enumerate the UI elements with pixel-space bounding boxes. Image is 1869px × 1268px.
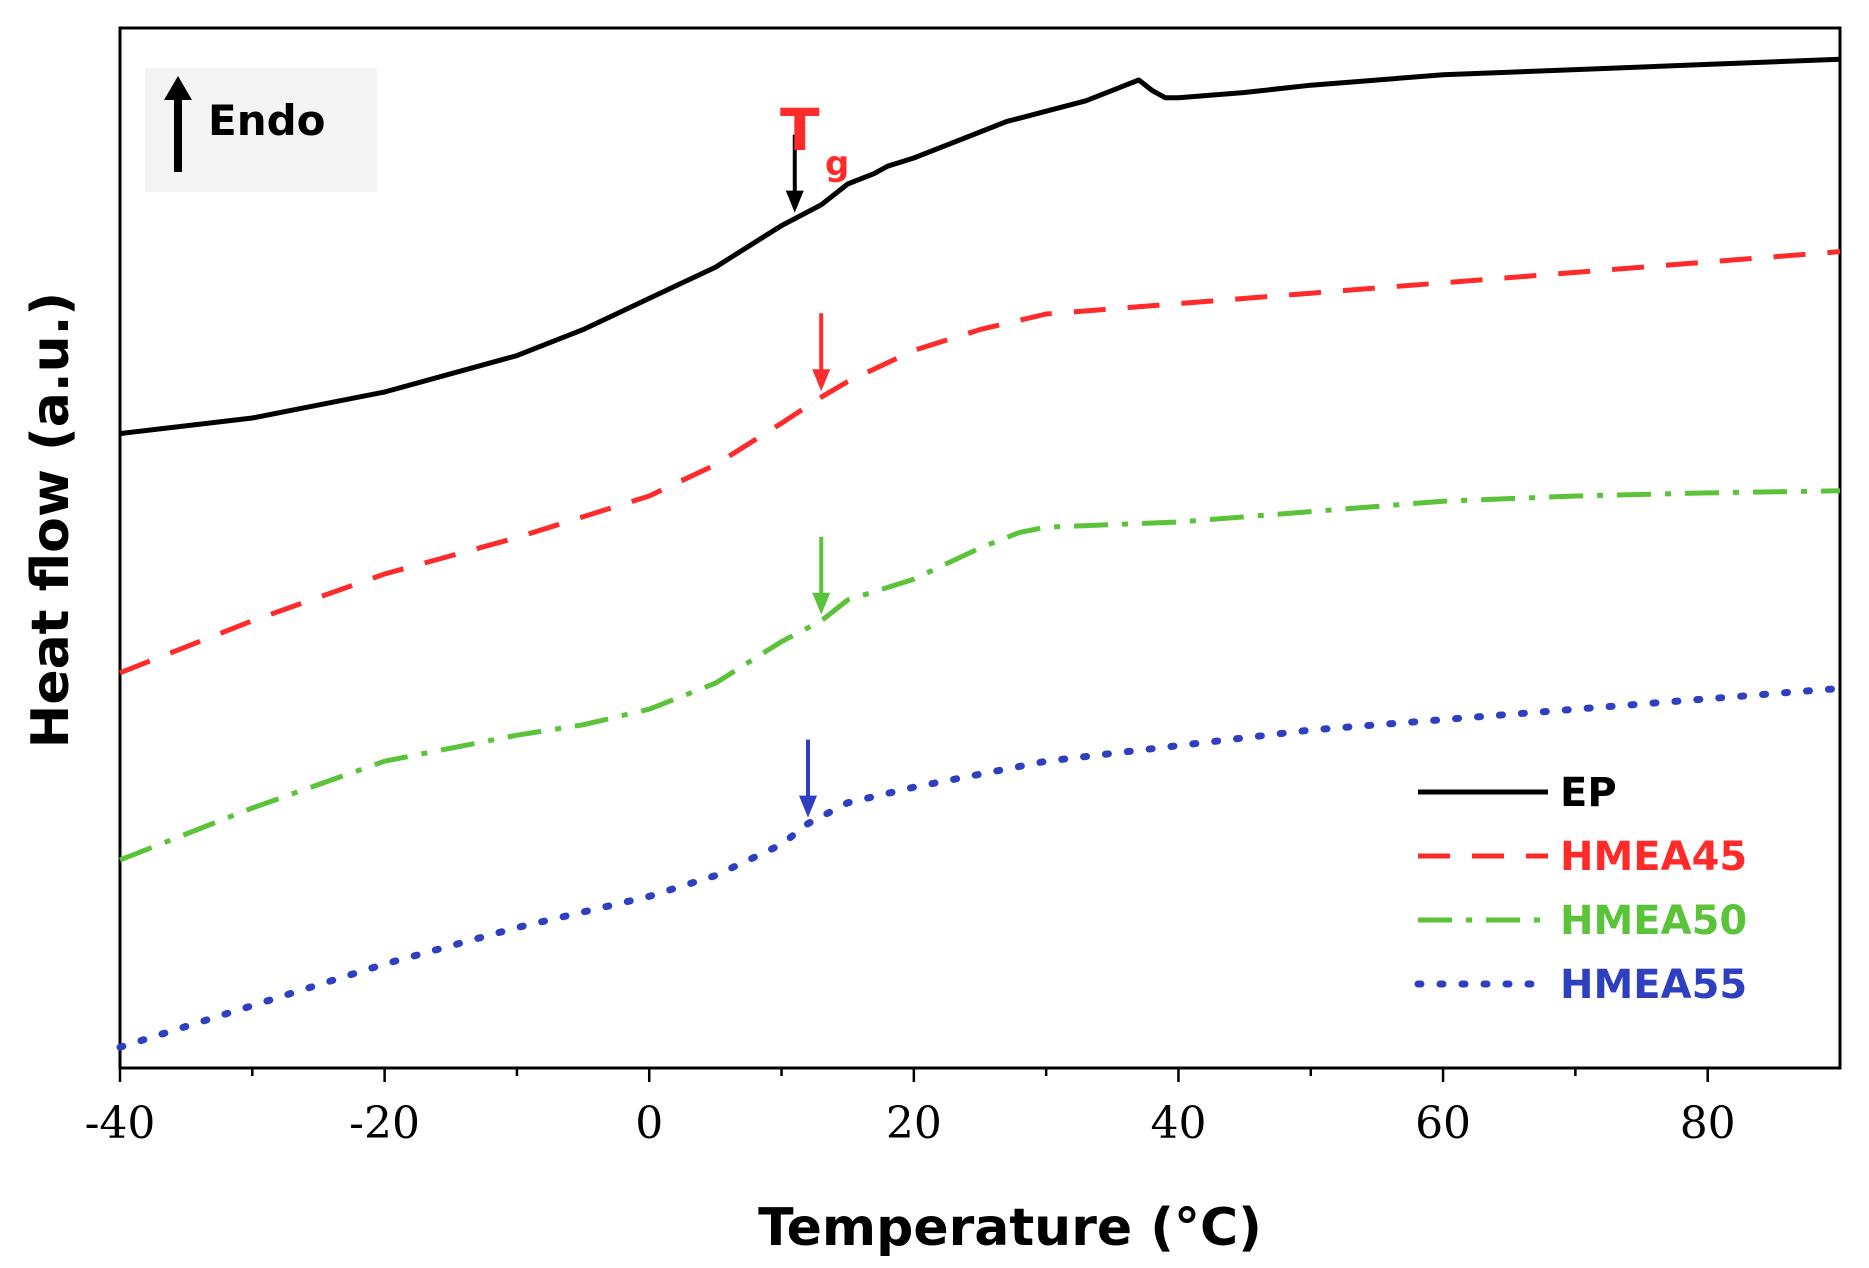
- tg-arrow-hmea45: [812, 313, 831, 392]
- legend-label: HMEA45: [1560, 834, 1747, 880]
- endo-annotation: Endo: [145, 68, 377, 192]
- down-arrow-icon: [812, 369, 831, 392]
- legend-label: HMEA50: [1560, 898, 1747, 944]
- plot-frame: [118, 26, 1842, 1070]
- y-axis-title: Heat flow (a.u.): [21, 292, 81, 748]
- endo-label: Endo: [208, 96, 326, 145]
- tg-annotation: T g: [780, 96, 849, 184]
- legend-label: HMEA55: [1560, 962, 1747, 1008]
- tg-arrow-ep: [785, 134, 804, 213]
- endo-arrow-icon: [164, 76, 192, 100]
- x-axis-title: Temperature (°C): [758, 1198, 1262, 1258]
- series-line-hmea50: [119, 488, 1841, 863]
- legend: EP HMEA45 HMEA50 HMEA55: [1414, 770, 1747, 1008]
- down-arrow-icon: [785, 190, 804, 213]
- series-layer: [116, 56, 1844, 1051]
- x-tick-label: 80: [1680, 1098, 1736, 1149]
- legend-entry-ep: EP: [1418, 770, 1617, 816]
- legend-label: EP: [1560, 770, 1617, 816]
- x-tick-label: 40: [1150, 1098, 1206, 1149]
- x-tick-label: -20: [349, 1098, 420, 1149]
- tg-label: T: [780, 96, 820, 164]
- series-line-hmea55: [116, 684, 1844, 1051]
- down-arrow-icon: [799, 795, 817, 818]
- x-tick-label: 60: [1415, 1098, 1471, 1149]
- tg-arrow-hmea55: [799, 739, 817, 818]
- x-tick-label: 20: [886, 1098, 942, 1149]
- x-tick-label: -40: [85, 1098, 156, 1149]
- x-tick-label: 0: [635, 1098, 663, 1149]
- tg-arrows: [785, 134, 831, 818]
- series-line-ep: [119, 56, 1841, 437]
- legend-entry-hmea45: HMEA45: [1418, 834, 1747, 880]
- down-arrow-icon: [812, 592, 831, 615]
- legend-entry-hmea55: HMEA55: [1414, 962, 1747, 1008]
- legend-entry-hmea50: HMEA50: [1418, 898, 1747, 944]
- plot-area: -40 -20 0 20 40 60 80: [85, 26, 1842, 1149]
- tg-subscript: g: [825, 144, 849, 184]
- series-line-hmea45: [119, 249, 1841, 676]
- tg-arrow-hmea50: [812, 536, 831, 615]
